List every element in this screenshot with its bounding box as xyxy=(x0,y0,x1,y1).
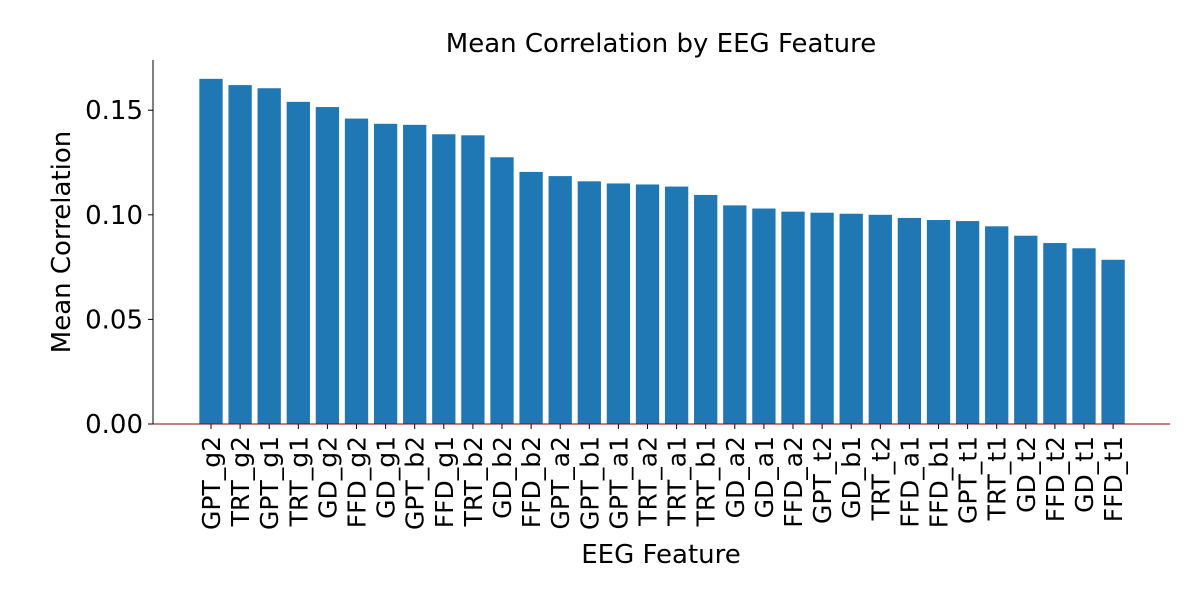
bar-trt-b2 xyxy=(461,135,485,424)
bar-trt-b1 xyxy=(694,194,718,424)
x-tick-label: TRT_t1 xyxy=(983,436,1012,521)
x-tick-label: TRT_g1 xyxy=(284,436,313,527)
bar-trt-t1 xyxy=(985,226,1009,424)
x-tick-label: GD_b1 xyxy=(837,436,866,519)
x-tick-label: GD_g1 xyxy=(372,436,401,519)
x-tick-label: FFD_b1 xyxy=(925,436,954,528)
bar-gpt-t2 xyxy=(810,212,834,424)
bar-gpt-a1 xyxy=(606,183,631,424)
x-tick-label: FFD_b2 xyxy=(517,436,546,528)
x-axis-label: EEG Feature xyxy=(581,540,741,570)
x-tick-label: FFD_g1 xyxy=(430,436,459,528)
y-tick-label: 0.05 xyxy=(85,305,143,335)
bar-trt-a1 xyxy=(664,186,689,424)
x-tick-label: GD_g2 xyxy=(313,436,342,519)
bar-gpt-b2 xyxy=(403,124,427,424)
x-tick-label: GD_a1 xyxy=(750,436,779,518)
bar-ffd-b2 xyxy=(519,171,543,424)
bar-trt-g1 xyxy=(286,101,310,424)
x-ticks-group: GPT_g2 TRT_g2 GPT_g1 TRT_g1 GD_g2 FFD_g2 GD_g1… xyxy=(197,424,1128,530)
bar-ffd-g2 xyxy=(344,118,369,424)
x-tick-label: GPT_g1 xyxy=(255,436,284,530)
x-tick-label: FFD_t1 xyxy=(1099,436,1128,522)
bar-gpt-t1 xyxy=(955,221,980,424)
x-tick-label: TRT_a2 xyxy=(634,436,663,527)
bar-gpt-g2 xyxy=(199,78,223,424)
bar-ffd-a2 xyxy=(781,211,805,424)
x-tick-label: TRT_a1 xyxy=(663,436,692,527)
y-tick-label: 0.10 xyxy=(85,201,143,231)
x-tick-label: TRT_t2 xyxy=(866,436,895,521)
x-tick-label: GPT_b2 xyxy=(401,436,430,530)
x-tick-label: GD_a2 xyxy=(721,436,750,518)
bar-gd-t2 xyxy=(1014,235,1038,424)
bars-group xyxy=(199,78,1125,425)
x-tick-label: GD_b2 xyxy=(488,436,517,519)
x-tick-label: TRT_b1 xyxy=(692,436,721,527)
y-axis-label: Mean Correlation xyxy=(47,131,77,353)
bar-gd-a1 xyxy=(752,208,776,424)
x-tick-label: GPT_t1 xyxy=(954,436,983,524)
x-tick-label: GPT_b1 xyxy=(575,436,604,530)
x-tick-label: FFD_a1 xyxy=(895,436,924,528)
x-tick-label: FFD_a2 xyxy=(779,436,808,528)
x-tick-label: TRT_b2 xyxy=(459,436,488,527)
x-tick-label: TRT_g2 xyxy=(226,436,255,527)
bar-gpt-g1 xyxy=(257,88,281,425)
bar-gd-a2 xyxy=(723,205,747,424)
bar-ffd-a1 xyxy=(897,217,922,424)
bar-trt-g2 xyxy=(228,85,252,424)
bar-ffd-b1 xyxy=(926,220,951,424)
bar-gd-g1 xyxy=(373,123,398,425)
x-tick-label: FFD_g2 xyxy=(343,436,372,528)
bar-gd-b2 xyxy=(490,157,514,424)
x-tick-label: GPT_a1 xyxy=(604,436,633,529)
chart-title: Mean Correlation by EEG Feature xyxy=(446,29,876,59)
bar-gpt-a2 xyxy=(548,176,572,424)
bar-ffd-t2 xyxy=(1043,243,1067,424)
x-tick-label: GPT_a2 xyxy=(546,436,575,529)
y-ticks-group: 0.00 0.05 0.10 0.15 xyxy=(85,96,153,440)
bar-ffd-t1 xyxy=(1101,259,1125,424)
x-tick-label: GPT_t2 xyxy=(808,436,837,524)
bar-gd-g2 xyxy=(315,107,340,424)
y-tick-label: 0.00 xyxy=(85,410,143,440)
bar-trt-t2 xyxy=(868,214,892,424)
y-tick-label: 0.15 xyxy=(85,96,143,126)
bar-ffd-g1 xyxy=(432,134,456,424)
bar-gd-t1 xyxy=(1072,248,1096,424)
x-tick-label: GPT_g2 xyxy=(197,436,226,530)
bar-trt-a2 xyxy=(635,184,660,424)
x-tick-label: GD_t1 xyxy=(1070,436,1099,513)
bar-gd-b1 xyxy=(839,213,863,424)
x-tick-label: GD_t2 xyxy=(1012,436,1041,513)
x-tick-label: FFD_t2 xyxy=(1041,436,1070,522)
bar-gpt-b1 xyxy=(577,181,601,424)
